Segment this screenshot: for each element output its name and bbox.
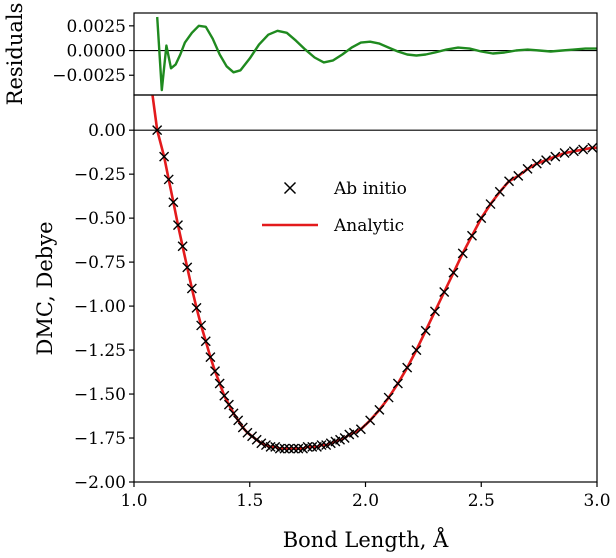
ab-initio-point <box>228 408 239 419</box>
x-tick-label: 2.5 <box>468 491 495 511</box>
ab-initio-point <box>214 378 225 389</box>
main-y-tick-label: −1.00 <box>74 297 126 317</box>
ab-initio-point <box>531 158 542 169</box>
ab-initio-point <box>578 144 589 155</box>
ab-initio-point <box>402 362 413 373</box>
ab-initio-point <box>476 213 487 224</box>
residuals-line <box>156 16 597 92</box>
legend-ab-initio-marker <box>283 181 297 195</box>
main-y-tick-label: −1.75 <box>74 429 126 449</box>
x-tick-label: 1.0 <box>120 491 147 511</box>
ab-initio-point <box>466 230 477 241</box>
legend-ab-initio-label: Ab initio <box>333 179 407 199</box>
ab-initio-point <box>200 336 211 347</box>
ab-initio-point <box>210 366 221 377</box>
main-y-tick-label: −0.75 <box>74 253 126 273</box>
ab-initio-point <box>163 174 174 185</box>
ab-initio-point <box>448 267 459 278</box>
ab-initio-point <box>172 220 183 231</box>
main-y-tick-label: −1.25 <box>74 341 126 361</box>
ab-initio-point <box>279 443 290 454</box>
ab-initio-point <box>439 287 450 298</box>
ab-initio-point <box>307 441 318 452</box>
ab-initio-point <box>247 431 258 442</box>
residuals-y-tick-label: −0.0025 <box>52 66 126 86</box>
ab-initio-point <box>265 441 276 452</box>
ab-initio-point <box>392 378 403 389</box>
ab-initio-point <box>355 424 366 435</box>
analytic-line <box>151 95 597 450</box>
residuals-y-axis-label: Residuals <box>3 3 27 106</box>
ab-initio-point <box>541 155 552 166</box>
main-y-tick-label: −1.50 <box>74 385 126 405</box>
ab-initio-point <box>339 433 350 444</box>
ab-initio-point <box>504 176 515 187</box>
ab-initio-point <box>429 306 440 317</box>
ab-initio-point <box>568 146 579 157</box>
ab-initio-point <box>365 415 376 426</box>
ab-initio-point <box>159 151 170 162</box>
residuals-y-tick-label: 0.0025 <box>67 17 126 37</box>
ab-initio-point <box>274 443 285 454</box>
ab-initio-point <box>219 390 230 401</box>
ab-initio-point <box>383 392 394 403</box>
main-y-tick-label: −0.50 <box>74 209 126 229</box>
ab-initio-point <box>550 151 561 162</box>
ab-initio-point <box>182 262 193 273</box>
main-y-tick-label: −2.00 <box>74 473 126 493</box>
main-y-axis-label: DMC, Debye <box>33 221 57 355</box>
ab-initio-point <box>513 170 524 181</box>
x-axis-label: Bond Length, Å <box>283 527 449 552</box>
ab-initio-point <box>196 320 207 331</box>
ab-initio-point <box>587 142 597 153</box>
main-y-tick-label: 0.00 <box>88 121 126 141</box>
ab-initio-point <box>457 248 468 259</box>
x-tick-label: 1.5 <box>236 491 263 511</box>
ab-initio-point <box>348 427 359 438</box>
ab-initio-point <box>316 440 327 451</box>
ab-initio-point <box>191 302 202 313</box>
ab-initio-point <box>374 404 385 415</box>
ab-initio-point <box>420 325 431 336</box>
ab-initio-point <box>485 199 496 210</box>
ab-initio-point <box>168 197 179 208</box>
ab-initio-point <box>293 443 304 454</box>
ab-initio-point <box>559 148 570 159</box>
ab-initio-point <box>494 186 505 197</box>
ab-initio-point <box>284 443 295 454</box>
x-tick-label: 2.0 <box>352 491 379 511</box>
ab-initio-point <box>242 427 253 438</box>
main-y-tick-label: −0.25 <box>74 165 126 185</box>
ab-initio-point <box>302 441 313 452</box>
ab-initio-point <box>522 163 533 174</box>
ab-initio-point <box>205 352 216 363</box>
x-tick-label: 3.0 <box>583 491 610 511</box>
ab-initio-point <box>177 241 188 252</box>
ab-initio-point <box>288 443 299 454</box>
ab-initio-point <box>411 345 422 356</box>
ab-initio-point <box>223 399 234 410</box>
ab-initio-point <box>251 434 262 445</box>
ab-initio-point <box>233 415 244 426</box>
ab-initio-point <box>186 283 197 294</box>
residuals-y-tick-label: 0.0000 <box>67 42 126 62</box>
ab-initio-point <box>152 125 163 136</box>
legend-analytic-label: Analytic <box>333 216 404 236</box>
